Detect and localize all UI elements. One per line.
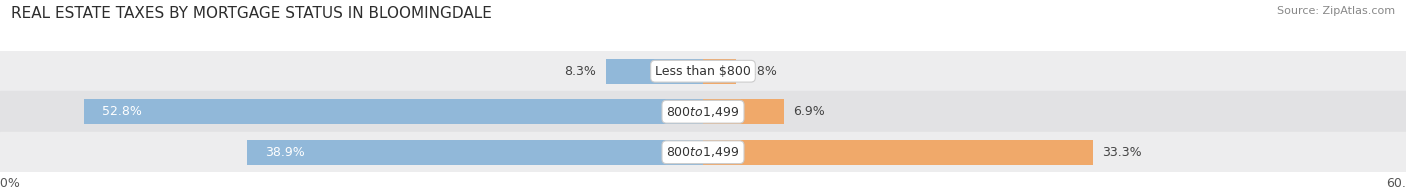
Text: REAL ESTATE TAXES BY MORTGAGE STATUS IN BLOOMINGDALE: REAL ESTATE TAXES BY MORTGAGE STATUS IN …	[11, 6, 492, 21]
Bar	[0, 51, 1406, 92]
Bar	[703, 99, 785, 124]
Text: $800 to $1,499: $800 to $1,499	[666, 145, 740, 159]
Text: Source: ZipAtlas.com: Source: ZipAtlas.com	[1277, 6, 1395, 16]
Text: 38.9%: 38.9%	[264, 146, 305, 159]
Text: $800 to $1,499: $800 to $1,499	[666, 105, 740, 119]
Text: 33.3%: 33.3%	[1102, 146, 1142, 159]
Bar	[0, 132, 1406, 172]
Text: Less than $800: Less than $800	[655, 65, 751, 78]
Bar	[703, 59, 735, 84]
Text: 52.8%: 52.8%	[103, 105, 142, 118]
Text: 2.8%: 2.8%	[745, 65, 778, 78]
Bar	[703, 140, 1094, 165]
Bar	[84, 99, 703, 124]
Bar	[0, 92, 1406, 132]
Bar	[247, 140, 703, 165]
Text: 8.3%: 8.3%	[564, 65, 596, 78]
Text: 6.9%: 6.9%	[793, 105, 825, 118]
Bar	[606, 59, 703, 84]
